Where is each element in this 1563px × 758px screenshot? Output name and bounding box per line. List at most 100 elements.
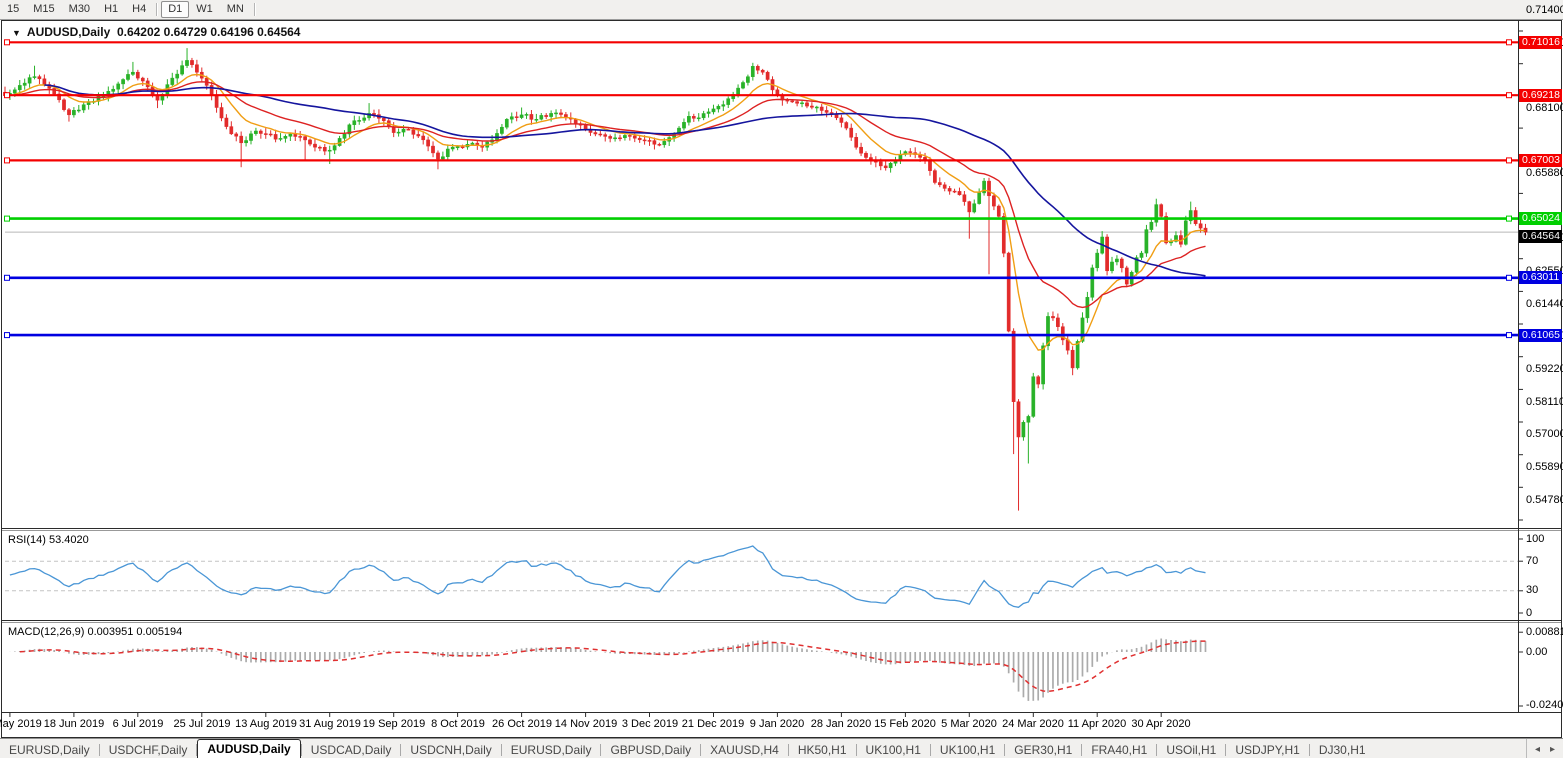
timeframe-button-D1[interactable]: D1 — [161, 1, 190, 18]
price-line-tag-0.65024: 0.65024 — [1519, 212, 1562, 225]
date-axis-label: 21 Dec 2019 — [681, 718, 745, 730]
rsi-indicator-label: RSI(14) 53.4020 — [8, 534, 89, 546]
chart-tab-USDCNH-Daily[interactable]: USDCNH,Daily — [410, 743, 492, 757]
date-axis-label: 30 Apr 2020 — [1131, 718, 1191, 730]
line-handle[interactable] — [4, 215, 10, 222]
price-axis-label: 0.59220 — [1526, 363, 1563, 375]
date-axis-label: 26 Oct 2019 — [492, 718, 552, 730]
chart-window: ▼ AUDUSD,Daily 0.64202 0.64729 0.64196 0.… — [0, 4, 1563, 738]
chart-ohlc-values: 0.64202 0.64729 0.64196 0.64564 — [116, 25, 301, 39]
macd-signal-line — [19, 640, 1206, 693]
date-axis-label: 30 May 2019 — [0, 718, 42, 730]
chart-tab-USDCAD-Daily[interactable]: USDCAD,Daily — [310, 743, 392, 757]
line-handle[interactable] — [4, 157, 10, 164]
fast-ma-line — [14, 73, 1206, 351]
timeframe-button-15[interactable]: 15 — [7, 3, 20, 15]
macd-panel — [9, 638, 1207, 701]
line-handle[interactable] — [1506, 92, 1512, 99]
rsi-axis-label: 70 — [1526, 555, 1539, 567]
macd-axis-label: -0.024082 — [1526, 699, 1563, 711]
date-axis-label: 6 Jul 2019 — [112, 718, 164, 730]
tab-separator — [1004, 744, 1006, 756]
date-axis-label: 8 Oct 2019 — [431, 718, 485, 730]
tab-separator — [1156, 744, 1158, 756]
tab-separator — [1225, 744, 1227, 756]
tab-separator — [1308, 744, 1310, 756]
date-axis-label: 11 Apr 2020 — [1067, 718, 1127, 730]
date-axis-label: 28 Jan 2020 — [810, 718, 872, 730]
macd-axis-label: 0.008815 — [1526, 626, 1563, 638]
price-axis-label: 0.58110 — [1526, 396, 1563, 408]
timeframe-button-H1[interactable]: H1 — [104, 3, 119, 15]
timeframe-button-H4[interactable]: H4 — [132, 3, 147, 15]
line-handle[interactable] — [4, 332, 10, 339]
date-axis-label: 9 Jan 2020 — [749, 718, 805, 730]
line-handle[interactable] — [4, 92, 10, 99]
price-axis-label: 0.61440 — [1526, 298, 1563, 310]
slow-ma-line — [44, 84, 1206, 277]
macd-axis-label: 0.00 — [1526, 646, 1548, 658]
tab-scroll-left-icon[interactable]: ◂ — [1534, 743, 1540, 755]
toolbar-separator — [253, 3, 256, 16]
line-handle[interactable] — [1506, 215, 1512, 222]
tab-scroll-arrows: ◂ ▸ — [1525, 739, 1563, 758]
chart-tab-USDCHF-Daily[interactable]: USDCHF,Daily — [108, 743, 188, 757]
price-axis-label: 0.65880 — [1526, 167, 1563, 179]
chart-symbol-label: AUDUSD,Daily — [26, 25, 111, 39]
chart-tab-UK100-H1[interactable]: UK100,H1 — [865, 743, 921, 757]
price-line-tag-0.71016: 0.71016 — [1519, 36, 1562, 49]
chart-dropdown-icon[interactable]: ▼ — [12, 28, 21, 38]
line-handle[interactable] — [4, 274, 10, 281]
tab-separator — [400, 744, 402, 756]
date-axis-label: 5 Mar 2020 — [941, 718, 997, 730]
date-axis-label: 31 Aug 2019 — [299, 718, 361, 730]
tab-separator — [300, 744, 302, 756]
chart-tab-EURUSD-Daily[interactable]: EURUSD,Daily — [9, 743, 90, 757]
timeframe-button-M30[interactable]: M30 — [68, 3, 91, 15]
timeframe-toolbar: 15 M15 M30 H1 H4 D1 W1 MN — [0, 0, 1563, 20]
date-axis-label: 19 Sep 2019 — [362, 718, 426, 730]
date-axis-label: 24 Mar 2020 — [1002, 718, 1064, 730]
tab-separator — [787, 744, 789, 756]
chart-tab-GER30-H1[interactable]: GER30,H1 — [1014, 743, 1073, 757]
price-axis-label: 0.71400 — [1526, 4, 1563, 16]
tab-separator — [700, 744, 702, 756]
chart-tab-AUDUSD-Daily[interactable]: AUDUSD,Daily — [197, 739, 301, 758]
line-handle[interactable] — [4, 39, 10, 46]
date-axis-label: 15 Feb 2020 — [874, 718, 936, 730]
chart-tab-UK100-H1[interactable]: UK100,H1 — [939, 743, 996, 757]
chart-tab-GBPUSD-Daily[interactable]: GBPUSD,Daily — [610, 743, 692, 757]
rsi-panel — [5, 545, 1518, 608]
horizontal-lines — [4, 39, 1518, 339]
price-axis-label: 0.68100 — [1526, 102, 1563, 114]
chart-tab-XAUUSD-H4[interactable]: XAUUSD,H4 — [710, 743, 779, 757]
panel-borders — [1, 20, 1562, 738]
symbol-tabbar: EURUSD,Daily USDCHF,Daily AUDUSD,Daily USDC… — [0, 738, 1563, 758]
price-axis-label: 0.57000 — [1526, 428, 1563, 440]
price-line-tag-0.69218: 0.69218 — [1519, 89, 1562, 102]
timeframe-button-MN[interactable]: MN — [226, 3, 244, 15]
price-line-tag-0.63011: 0.63011 — [1519, 271, 1562, 284]
chart-plot-area[interactable] — [0, 20, 1563, 738]
timeframe-button-W1[interactable]: W1 — [196, 3, 213, 15]
line-handle[interactable] — [1506, 274, 1512, 281]
current-price-tag: 0.64564 — [1519, 230, 1562, 243]
chart-tab-DJ30-H1[interactable]: DJ30,H1 — [1318, 743, 1366, 757]
date-axis-label: 18 Jun 2019 — [43, 718, 105, 730]
chart-tab-HK50-H1[interactable]: HK50,H1 — [797, 743, 847, 757]
line-handle[interactable] — [1506, 157, 1512, 164]
tab-separator — [855, 744, 857, 756]
tab-separator — [98, 744, 100, 756]
chart-tab-USDJPY-H1[interactable]: USDJPY,H1 — [1235, 743, 1300, 757]
tab-scroll-right-icon[interactable]: ▸ — [1549, 743, 1555, 755]
timeframe-button-M15[interactable]: M15 — [33, 3, 55, 15]
line-handle[interactable] — [1506, 332, 1512, 339]
line-handle[interactable] — [1506, 39, 1512, 46]
chart-tab-EURUSD-Daily[interactable]: EURUSD,Daily — [510, 743, 592, 757]
chart-tab-FRA40-H1[interactable]: FRA40,H1 — [1091, 743, 1148, 757]
chart-tab-USOil-H1[interactable]: USOil,H1 — [1166, 743, 1217, 757]
date-axis-label: 25 Jul 2019 — [173, 718, 231, 730]
tab-separator — [196, 744, 198, 756]
rsi-line — [9, 545, 1206, 608]
